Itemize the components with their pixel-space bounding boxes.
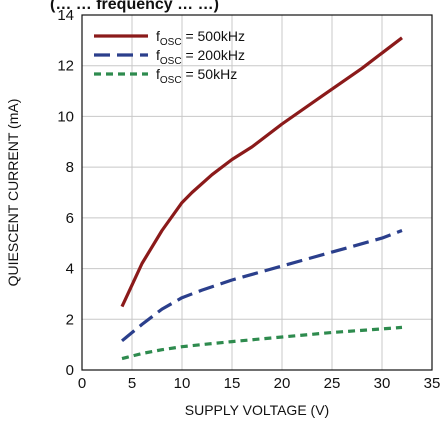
legend-label-2: fOSC = 200kHz bbox=[156, 47, 245, 67]
x-tick-label: 15 bbox=[224, 375, 241, 392]
x-tick-label: 35 bbox=[424, 375, 441, 392]
y-tick-label: 4 bbox=[66, 261, 74, 278]
x-tick-label: 10 bbox=[174, 375, 191, 392]
legend-label-3: fOSC = 50kHz bbox=[156, 66, 237, 86]
plot-frame bbox=[81, 14, 433, 371]
x-axis-label: SUPPLY VOLTAGE (V) bbox=[185, 402, 329, 418]
x-tick-label: 20 bbox=[274, 375, 291, 392]
x-tick-label: 5 bbox=[128, 375, 136, 392]
y-tick-label: 6 bbox=[66, 210, 74, 227]
series-layer bbox=[120, 36, 403, 361]
y-axis-label: QUIESCENT CURRENT (mA) bbox=[5, 99, 21, 287]
y-tick-label: 8 bbox=[66, 159, 74, 176]
y-tick-label: 0 bbox=[66, 362, 74, 379]
y-tick-label: 2 bbox=[66, 311, 74, 328]
y-tick-label: 12 bbox=[57, 58, 74, 75]
series-line-3 bbox=[121, 325, 403, 361]
x-tick-labels: 0 5 10 15 20 25 30 35 bbox=[78, 375, 441, 392]
grid bbox=[81, 14, 433, 371]
x-tick-label: 30 bbox=[374, 375, 391, 392]
x-tick-label: 25 bbox=[324, 375, 341, 392]
y-tick-label: 10 bbox=[57, 108, 74, 125]
legend-label-1: fOSC = 500kHz bbox=[156, 28, 245, 48]
y-tick-label: 14 bbox=[57, 7, 74, 24]
y-tick-labels: 0 2 4 6 8 10 12 14 bbox=[57, 7, 74, 379]
chart-title: (… … frequency … …) bbox=[50, 0, 219, 13]
series-line-2 bbox=[120, 229, 403, 343]
series-line-1 bbox=[120, 36, 403, 308]
x-tick-label: 0 bbox=[78, 375, 86, 392]
